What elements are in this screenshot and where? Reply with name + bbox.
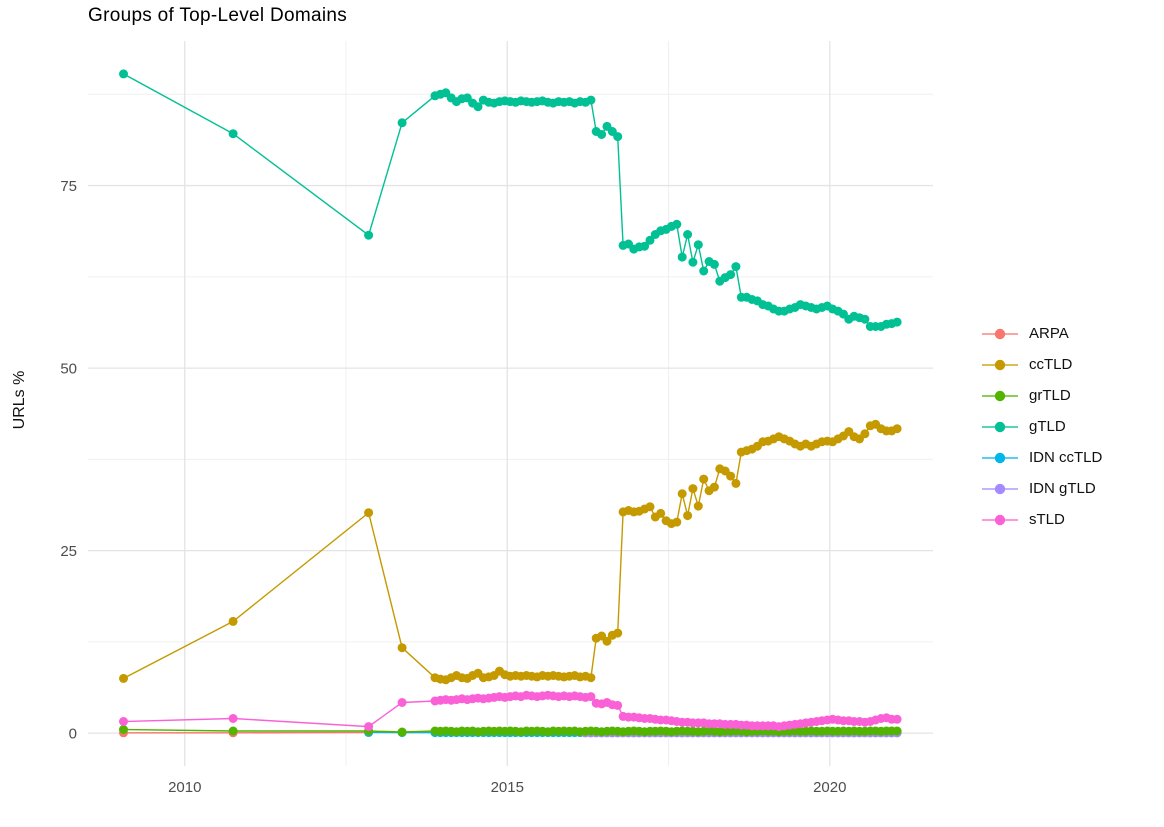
- legend-key-icon: [982, 421, 1018, 432]
- data-point: [688, 257, 698, 267]
- legend-key-icon: [982, 483, 1018, 494]
- data-point: [364, 508, 374, 518]
- data-point: [892, 317, 902, 327]
- legend-label: IDN ccTLD: [1029, 449, 1103, 466]
- x-tick-label: 2020: [813, 779, 846, 796]
- data-point: [693, 501, 703, 511]
- data-point: [731, 478, 741, 488]
- legend-key-icon: [982, 452, 1018, 463]
- data-point: [586, 692, 596, 702]
- data-point: [693, 240, 703, 250]
- data-point: [397, 643, 407, 653]
- data-point: [892, 424, 902, 434]
- data-point: [709, 482, 719, 492]
- data-point: [119, 69, 128, 79]
- data-point: [597, 130, 607, 139]
- legend-label: ARPA: [1029, 325, 1069, 342]
- y-tick-label: 75: [60, 178, 77, 195]
- data-point: [726, 270, 736, 280]
- series-ccTLD: [119, 419, 902, 685]
- data-point: [892, 714, 902, 724]
- legend-item-sTLD: sTLD: [980, 504, 1102, 535]
- data-point: [228, 129, 238, 139]
- data-point: [677, 252, 687, 262]
- legend-item-ccTLD: ccTLD: [980, 349, 1102, 380]
- data-point: [364, 722, 374, 732]
- data-point: [860, 429, 870, 439]
- data-point: [613, 628, 623, 638]
- data-point: [228, 616, 238, 626]
- data-point: [672, 219, 682, 229]
- legend-item-gTLD: gTLD: [980, 411, 1102, 442]
- legend-item-IDN-ccTLD: IDN ccTLD: [980, 442, 1102, 473]
- data-point: [397, 118, 407, 128]
- series-gTLD: [119, 69, 902, 331]
- y-tick-label: 50: [60, 360, 77, 377]
- legend-item-IDN-gTLD: IDN gTLD: [980, 473, 1102, 504]
- legend-key-icon: [982, 359, 1018, 370]
- legend-label: IDN gTLD: [1029, 480, 1096, 497]
- data-point: [473, 102, 483, 112]
- data-point: [683, 230, 693, 239]
- data-point: [672, 517, 682, 527]
- data-point: [640, 241, 650, 251]
- data-point: [602, 636, 612, 646]
- data-point: [709, 259, 719, 269]
- data-point: [119, 725, 128, 734]
- data-point: [656, 508, 666, 518]
- data-point: [683, 511, 693, 521]
- x-tick-label: 2015: [491, 779, 524, 796]
- data-point: [613, 132, 623, 142]
- legend-label: gTLD: [1029, 418, 1066, 435]
- series-sTLD: [119, 690, 902, 732]
- data-point: [586, 95, 596, 105]
- data-point: [860, 314, 870, 324]
- legend: ARPA ccTLD grTLD gTLD IDN ccTLD IDN gTLD sTLD: [980, 318, 1102, 535]
- data-point: [119, 673, 128, 683]
- x-tick-label: 2010: [168, 779, 201, 796]
- series-line: [123, 73, 898, 328]
- data-point: [699, 474, 709, 484]
- data-point: [228, 714, 238, 723]
- data-point: [688, 484, 698, 494]
- data-point: [364, 230, 374, 240]
- y-tick-label: 0: [69, 725, 77, 742]
- legend-label: ccTLD: [1029, 356, 1073, 373]
- data-point: [699, 266, 709, 276]
- data-point: [645, 235, 655, 245]
- legend-key-icon: [982, 390, 1018, 401]
- y-tick-label: 25: [60, 543, 77, 560]
- data-point: [119, 717, 128, 726]
- legend-item-grTLD: grTLD: [980, 380, 1102, 411]
- data-point: [397, 698, 407, 707]
- data-point: [586, 673, 596, 683]
- legend-key-icon: [982, 328, 1018, 339]
- legend-key-icon: [982, 514, 1018, 525]
- data-point: [677, 489, 687, 499]
- legend-label: sTLD: [1029, 511, 1065, 528]
- legend-item-ARPA: ARPA: [980, 318, 1102, 349]
- data-point: [397, 727, 407, 737]
- legend-label: grTLD: [1029, 387, 1071, 404]
- data-point: [731, 262, 741, 272]
- data-point: [726, 471, 736, 481]
- chart-title: Groups of Top-Level Domains: [88, 5, 348, 26]
- data-point: [613, 700, 623, 710]
- series-grTLD: [119, 725, 902, 737]
- data-point: [892, 726, 902, 736]
- data-point: [228, 726, 238, 736]
- data-point: [645, 502, 655, 512]
